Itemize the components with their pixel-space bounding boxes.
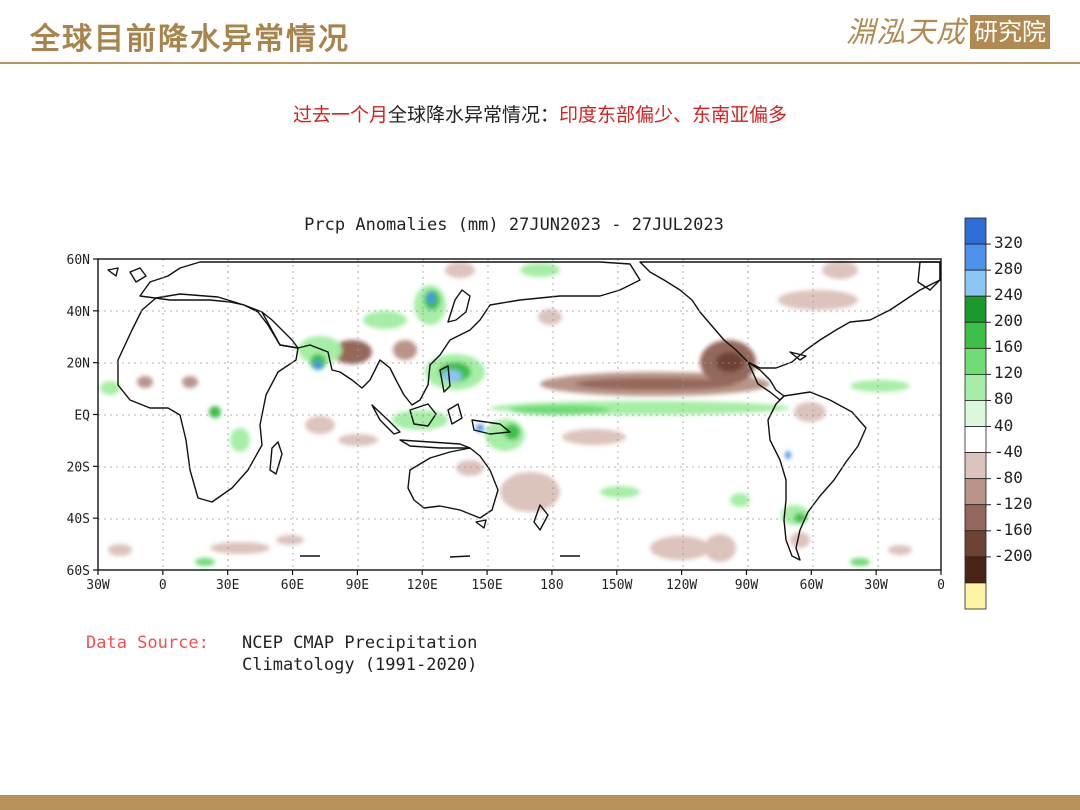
colorbar-swatch	[964, 478, 987, 506]
colorbar-swatch	[964, 321, 987, 349]
lat-tick-label: 60N	[67, 253, 90, 268]
colorbar	[964, 217, 991, 610]
lon-tick-label: 30E	[216, 578, 239, 593]
lat-tick-label: 20N	[67, 357, 90, 372]
lon-tick-label: 150E	[471, 578, 502, 593]
lat-tick-label: 40S	[67, 512, 90, 527]
subtitle-period: 过去一个月	[292, 104, 388, 126]
colorbar-label: 200	[994, 311, 1023, 331]
lat-ticks: 60N 40N 20N EQ 20S 40S 60S	[67, 253, 98, 579]
colorbar-label: 120	[994, 363, 1023, 383]
lon-tick-label: 120W	[666, 578, 697, 593]
colorbar-label: 240	[994, 285, 1023, 305]
anomaly-fields	[98, 259, 941, 570]
subtitle-conclusion: 印度东部偏少、东南亚偏多	[559, 104, 788, 126]
lon-tick-label: 90E	[346, 578, 369, 593]
colorbar-label: -80	[994, 467, 1023, 487]
colorbar-swatch	[964, 582, 987, 610]
colorbar-swatch	[964, 243, 987, 271]
grid-lines	[98, 259, 941, 570]
data-source-line1: NCEP CMAP Precipitation	[242, 633, 478, 653]
colorbar-label: 40	[994, 415, 1014, 435]
data-source-line2: Climatology (1991-2020)	[242, 655, 478, 675]
subtitle-topic: 全球降水异常情况：	[387, 104, 559, 126]
colorbar-swatch	[964, 347, 987, 375]
lon-tick-label: 30W	[864, 578, 888, 593]
colorbar-label: 160	[994, 337, 1023, 357]
footer-bar	[0, 795, 1080, 810]
lon-tick-label: 90W	[735, 578, 759, 593]
lat-tick-label: 60S	[67, 564, 90, 579]
colorbar-label: -200	[994, 545, 1033, 565]
header-divider	[0, 62, 1080, 64]
lon-tick-label: 180	[540, 578, 563, 593]
lon-tick-label: 120E	[407, 578, 438, 593]
lon-ticks: 30W 0 30E 60E 90E 120E 150E 180 150W 120W 90W 60W 30…	[86, 570, 945, 593]
lon-tick-label: 60W	[800, 578, 824, 593]
lon-tick-label: 30W	[86, 578, 110, 593]
map-title: Prcp Anomalies (mm) 27JUN2023 - 27JUL202…	[304, 215, 724, 235]
colorbar-label: 320	[994, 233, 1023, 253]
lat-tick-label: EQ	[74, 409, 90, 424]
colorbar-swatch	[964, 217, 987, 245]
lat-tick-label: 20S	[67, 460, 90, 475]
coastlines	[107, 261, 941, 561]
lat-tick-label: 40N	[67, 305, 90, 320]
lon-tick-label: 60E	[281, 578, 304, 593]
colorbar-label: 280	[994, 259, 1023, 279]
colorbar-swatch	[964, 426, 987, 453]
logo-script-text: 淵泓天成	[846, 15, 967, 49]
lon-tick-label: 0	[937, 578, 945, 593]
colorbar-swatch	[964, 530, 987, 558]
colorbar-swatch	[964, 400, 987, 427]
colorbar-label: -160	[994, 519, 1033, 539]
data-source-label: Data Source:	[86, 633, 209, 653]
lon-tick-label: 0	[159, 578, 167, 593]
colorbar-label: -120	[994, 493, 1033, 513]
colorbar-swatch	[964, 452, 987, 480]
colorbar-swatch	[964, 373, 987, 401]
colorbar-swatch	[964, 269, 987, 297]
logo-box-text: 研究院	[970, 15, 1051, 49]
colorbar-label: 80	[994, 389, 1014, 409]
colorbar-label: -40	[994, 441, 1023, 461]
colorbar-swatch	[964, 556, 987, 584]
colorbar-swatch	[964, 504, 987, 532]
colorbar-swatch	[964, 295, 987, 323]
brand-logo: 淵泓天成 研究院	[846, 14, 1051, 50]
lon-tick-label: 150W	[601, 578, 632, 593]
slide-title: 全球目前降水异常情况	[30, 22, 350, 57]
slide-subtitle: 过去一个月全球降水异常情况：印度东部偏少、东南亚偏多	[0, 100, 1080, 127]
